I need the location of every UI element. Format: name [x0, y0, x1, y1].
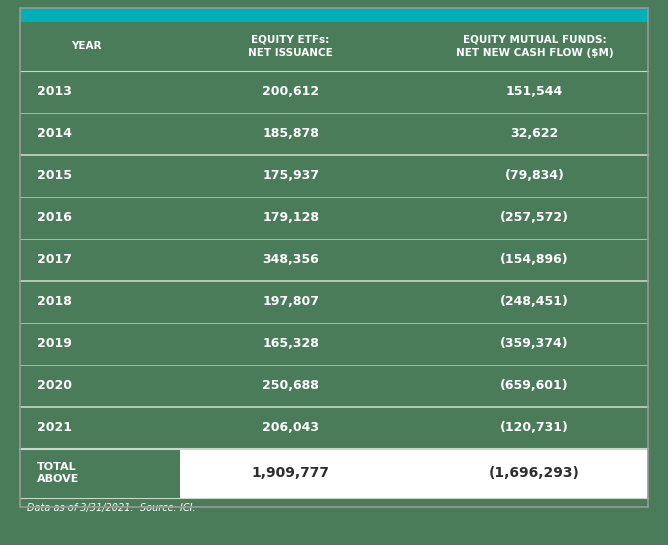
- Text: (154,896): (154,896): [500, 253, 568, 266]
- Text: EQUITY ETFs:
NET ISSUANCE: EQUITY ETFs: NET ISSUANCE: [248, 35, 333, 58]
- Text: (120,731): (120,731): [500, 421, 569, 434]
- Text: 2015: 2015: [37, 169, 71, 182]
- Text: 250,688: 250,688: [262, 379, 319, 392]
- Text: 1,909,777: 1,909,777: [252, 466, 329, 480]
- Text: (248,451): (248,451): [500, 295, 569, 308]
- Text: (659,601): (659,601): [500, 379, 568, 392]
- Text: 206,043: 206,043: [262, 421, 319, 434]
- Text: 2021: 2021: [37, 421, 71, 434]
- Bar: [20, 8, 648, 22]
- Text: 151,544: 151,544: [506, 86, 563, 98]
- Text: TOTAL
ABOVE: TOTAL ABOVE: [37, 462, 79, 485]
- Text: 348,356: 348,356: [263, 253, 319, 266]
- Text: (79,834): (79,834): [504, 169, 564, 182]
- Bar: [20, 22, 648, 507]
- Text: 2017: 2017: [37, 253, 71, 266]
- Text: 185,878: 185,878: [262, 128, 319, 140]
- Text: 2019: 2019: [37, 337, 71, 350]
- Text: 2016: 2016: [37, 211, 71, 224]
- Bar: [180, 449, 648, 498]
- Text: 175,937: 175,937: [262, 169, 319, 182]
- Text: 200,612: 200,612: [262, 86, 319, 98]
- Text: 2018: 2018: [37, 295, 71, 308]
- Text: 165,328: 165,328: [262, 337, 319, 350]
- Text: 2013: 2013: [37, 86, 71, 98]
- Text: 2020: 2020: [37, 379, 71, 392]
- Text: (1,696,293): (1,696,293): [489, 466, 580, 480]
- Bar: [20, 449, 180, 498]
- Text: 2014: 2014: [37, 128, 71, 140]
- Text: EQUITY MUTUAL FUNDS:
NET NEW CASH FLOW ($M): EQUITY MUTUAL FUNDS: NET NEW CASH FLOW (…: [456, 35, 613, 58]
- Text: YEAR: YEAR: [71, 41, 102, 51]
- Text: 179,128: 179,128: [262, 211, 319, 224]
- Text: (257,572): (257,572): [500, 211, 569, 224]
- Text: 197,807: 197,807: [262, 295, 319, 308]
- Text: (359,374): (359,374): [500, 337, 568, 350]
- Text: Data as of 3/31/2021.  Source: ICI.: Data as of 3/31/2021. Source: ICI.: [27, 503, 195, 513]
- Text: 32,622: 32,622: [510, 128, 558, 140]
